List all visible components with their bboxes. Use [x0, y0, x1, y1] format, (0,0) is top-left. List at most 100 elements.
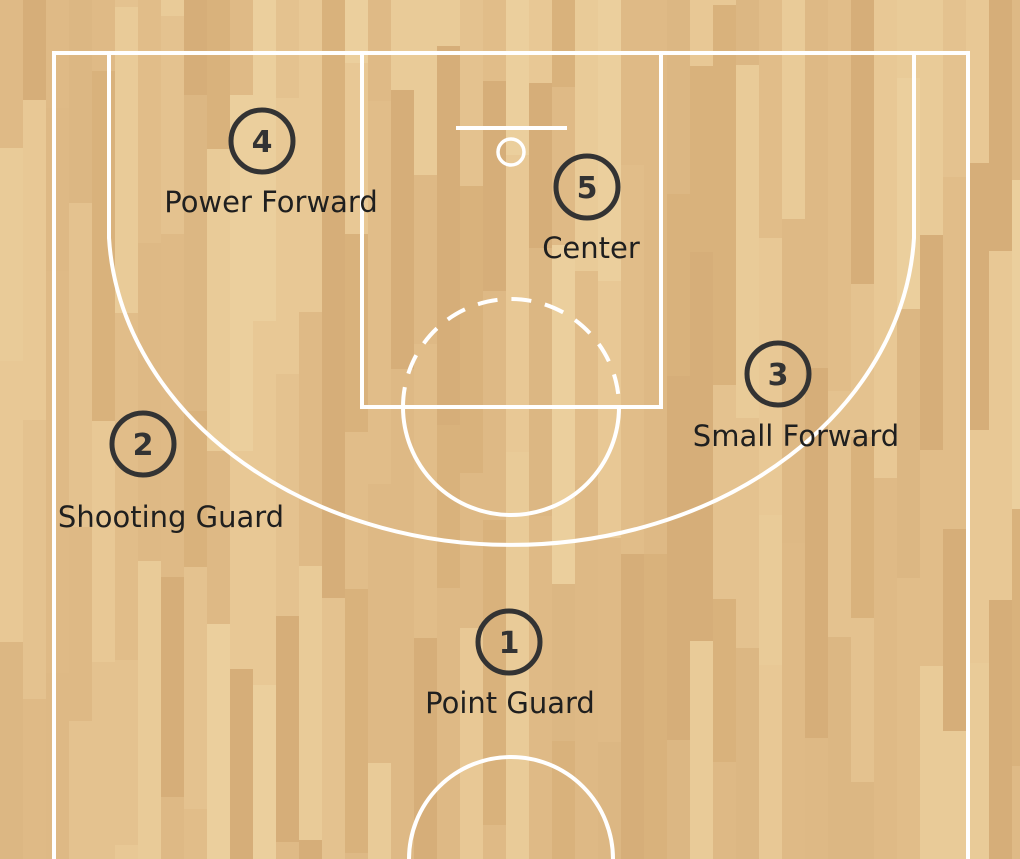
wood-plank — [713, 762, 736, 859]
wood-plank — [920, 235, 943, 450]
wood-plank — [736, 418, 759, 648]
wood-plank — [897, 578, 920, 859]
wood-plank — [253, 321, 276, 514]
wood-plank — [667, 740, 690, 859]
marker-circle — [553, 153, 621, 221]
wood-plank — [897, 0, 920, 78]
wood-plank — [851, 437, 874, 618]
wood-plank — [1012, 766, 1020, 859]
wood-plank — [391, 369, 414, 723]
marker-number: 4 — [252, 125, 273, 160]
wood-plank — [92, 662, 115, 859]
wood-plank — [184, 567, 207, 809]
wood-plank — [345, 0, 368, 63]
wood-plank — [69, 721, 92, 859]
position-marker-2: 2 Shooting Guard — [58, 410, 284, 534]
wood-plank — [391, 90, 414, 369]
wood-plank — [759, 515, 782, 665]
wood-plank — [920, 450, 943, 666]
wood-plank — [345, 432, 368, 589]
position-label: Power Forward — [164, 185, 378, 219]
hoop — [496, 137, 526, 167]
wood-plank — [276, 374, 299, 616]
wood-plank — [529, 0, 552, 83]
wood-plank — [276, 842, 299, 859]
wood-plank — [690, 252, 713, 641]
wood-plank — [184, 809, 207, 859]
three-point-line — [107, 53, 916, 547]
wood-plank — [621, 554, 644, 859]
marker-number: 5 — [577, 171, 598, 206]
wood-plank — [575, 480, 598, 859]
position-marker-3: 3 Small Forward — [693, 340, 899, 453]
wood-plank — [299, 566, 322, 840]
wood-plank — [874, 237, 897, 478]
wood-plank — [92, 0, 115, 71]
wood-plank — [529, 516, 552, 859]
wood-plank — [230, 451, 253, 669]
wood-plank — [322, 598, 345, 859]
wood-plank — [23, 699, 46, 859]
wood-plank — [667, 194, 690, 376]
wood-plank — [943, 529, 966, 731]
wood-plank — [874, 478, 897, 665]
wood-plank — [782, 0, 805, 219]
wood-plank — [713, 5, 736, 385]
paint-lane — [360, 51, 663, 409]
wood-plank — [46, 673, 69, 859]
wood-plank — [46, 108, 69, 271]
wood-plank — [920, 0, 943, 235]
position-label: Shooting Guard — [58, 500, 284, 534]
wood-plank — [299, 312, 322, 566]
wood-plank — [851, 618, 874, 782]
wood-plank — [874, 665, 897, 859]
marker-circle — [109, 410, 177, 478]
center-circle — [407, 755, 615, 859]
wood-plank — [161, 16, 184, 234]
wood-plank — [598, 281, 621, 538]
wood-plank — [828, 0, 851, 225]
wood-plank — [736, 228, 759, 418]
marker-circle — [744, 340, 812, 408]
wood-plank — [483, 81, 506, 291]
wood-plank — [989, 251, 1012, 600]
wood-plank — [575, 0, 598, 271]
wood-plank — [414, 344, 437, 638]
wood-plank — [644, 554, 667, 859]
wood-plank — [414, 175, 437, 344]
wood-plank — [184, 0, 207, 95]
wood-plank — [575, 271, 598, 480]
wood-plank — [736, 65, 759, 228]
wood-plank — [368, 763, 391, 859]
wood-plank — [713, 385, 736, 599]
wood-plank — [138, 561, 161, 795]
wood-plank — [115, 845, 138, 859]
wood-plank — [552, 0, 575, 87]
wood-plank — [506, 452, 529, 644]
wood-plank — [253, 685, 276, 859]
wood-plank — [759, 0, 782, 238]
wood-plank — [115, 0, 138, 7]
wood-plank — [759, 665, 782, 859]
wood-plank — [552, 584, 575, 741]
marker-number: 1 — [499, 626, 520, 661]
wood-plank — [828, 391, 851, 637]
wood-plank — [253, 112, 276, 321]
wood-plank — [828, 637, 851, 859]
position-label: Point Guard — [425, 686, 595, 720]
wood-plank — [115, 313, 138, 660]
wood-plank — [690, 641, 713, 859]
wood-plank — [138, 795, 161, 859]
wood-plank — [506, 0, 529, 155]
wood-plank — [943, 177, 966, 529]
wood-plank — [46, 271, 69, 673]
position-label: Center — [542, 231, 640, 265]
wood-plank — [161, 0, 184, 16]
wood-plank — [943, 731, 966, 859]
wood-plank — [69, 0, 92, 203]
wood-plank — [483, 0, 506, 81]
wood-plank — [253, 0, 276, 112]
wood-plank — [1012, 509, 1020, 766]
wood-plank — [276, 98, 299, 374]
